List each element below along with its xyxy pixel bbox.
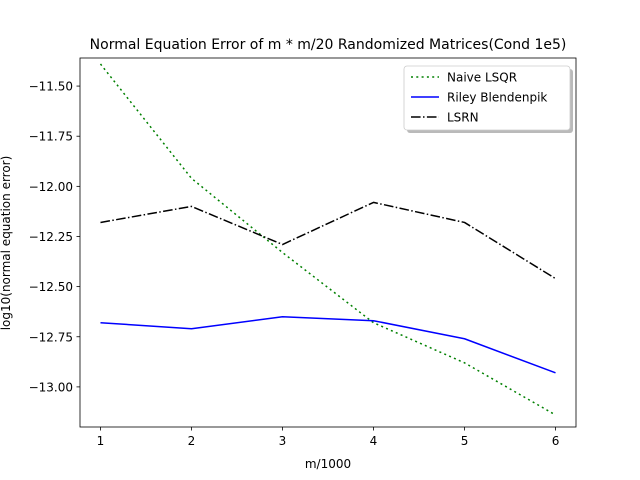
x-tick-label-2: 3 xyxy=(279,434,287,448)
series-line-1 xyxy=(100,315,556,374)
plot-frame xyxy=(79,57,577,428)
y-tick-label-1: −11.75 xyxy=(29,130,73,144)
x-tick-label-1: 2 xyxy=(188,434,196,448)
chart-title: Normal Equation Error of m * m/20 Random… xyxy=(90,37,567,53)
y-tick-label-5: −12.75 xyxy=(29,330,73,344)
series-line-2 xyxy=(100,201,556,280)
legend-label-2: LSRN xyxy=(447,111,479,125)
legend-box xyxy=(403,65,571,131)
y-tick-label-3: −12.25 xyxy=(29,230,73,244)
legend-label-0: Naive LSQR xyxy=(447,71,517,85)
y-tick-label-0: −11.50 xyxy=(29,80,73,94)
x-tick-label-4: 5 xyxy=(461,434,469,448)
x-tick-label-0: 1 xyxy=(97,434,105,448)
y-axis-label: log10(normal equation error) xyxy=(0,156,13,331)
x-tick-label-3: 4 xyxy=(370,434,378,448)
legend: Naive LSQR Riley Blendenpik LSRN xyxy=(403,65,573,133)
x-axis-label: m/1000 xyxy=(305,457,351,471)
y-tick-label-2: −12.00 xyxy=(29,180,73,194)
axes-layer: 1 2 3 4 5 6 −11.50 −11.75 −12.00 −12.25 −12.50 −12.… xyxy=(29,57,577,448)
x-tick-label-5: 6 xyxy=(552,434,560,448)
series-layer xyxy=(99,63,556,416)
legend-label-1: Riley Blendenpik xyxy=(447,91,547,105)
y-tick-label-6: −13.00 xyxy=(29,380,73,394)
y-tick-label-4: −12.50 xyxy=(29,280,73,294)
